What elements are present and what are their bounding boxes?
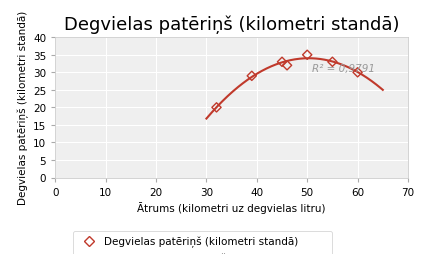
Y-axis label: Degvielas patēriņš (kilometri standā): Degvielas patēriņš (kilometri standā) — [17, 11, 29, 205]
Title: Degvielas patēriņš (kilometri standā): Degvielas patēriņš (kilometri standā) — [64, 15, 399, 34]
Legend: Degvielas patēriņš (kilometri standā), Pol. (degvielas patēriņš (kilometri stand: Degvielas patēriņš (kilometri standā), P… — [73, 231, 332, 254]
Point — [248, 74, 255, 78]
Point — [304, 54, 311, 58]
Point — [213, 106, 220, 110]
Text: R² = 0,9791: R² = 0,9791 — [312, 63, 375, 73]
X-axis label: Ātrums (kilometri uz degvielas litru): Ātrums (kilometri uz degvielas litru) — [137, 201, 326, 213]
Point — [329, 60, 336, 65]
Point — [283, 64, 290, 68]
Point — [279, 60, 286, 65]
Point — [354, 71, 361, 75]
